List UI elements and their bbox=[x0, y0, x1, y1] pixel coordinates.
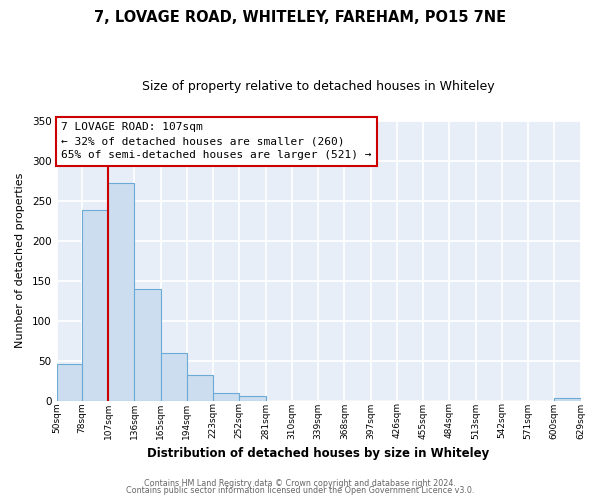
Y-axis label: Number of detached properties: Number of detached properties bbox=[15, 173, 25, 348]
Bar bbox=[187, 376, 213, 401]
Text: 7, LOVAGE ROAD, WHITELEY, FAREHAM, PO15 7NE: 7, LOVAGE ROAD, WHITELEY, FAREHAM, PO15 … bbox=[94, 10, 506, 25]
Bar bbox=[56, 364, 82, 401]
Bar bbox=[134, 289, 161, 401]
Bar bbox=[108, 183, 134, 401]
Title: Size of property relative to detached houses in Whiteley: Size of property relative to detached ho… bbox=[142, 80, 495, 93]
Bar bbox=[213, 393, 239, 401]
Text: Contains public sector information licensed under the Open Government Licence v3: Contains public sector information licen… bbox=[126, 486, 474, 495]
Text: Contains HM Land Registry data © Crown copyright and database right 2024.: Contains HM Land Registry data © Crown c… bbox=[144, 478, 456, 488]
Bar bbox=[554, 398, 581, 401]
Bar bbox=[161, 353, 187, 401]
Bar bbox=[82, 210, 108, 401]
X-axis label: Distribution of detached houses by size in Whiteley: Distribution of detached houses by size … bbox=[148, 447, 490, 460]
Text: 7 LOVAGE ROAD: 107sqm
← 32% of detached houses are smaller (260)
65% of semi-det: 7 LOVAGE ROAD: 107sqm ← 32% of detached … bbox=[61, 122, 371, 160]
Bar bbox=[239, 396, 266, 401]
